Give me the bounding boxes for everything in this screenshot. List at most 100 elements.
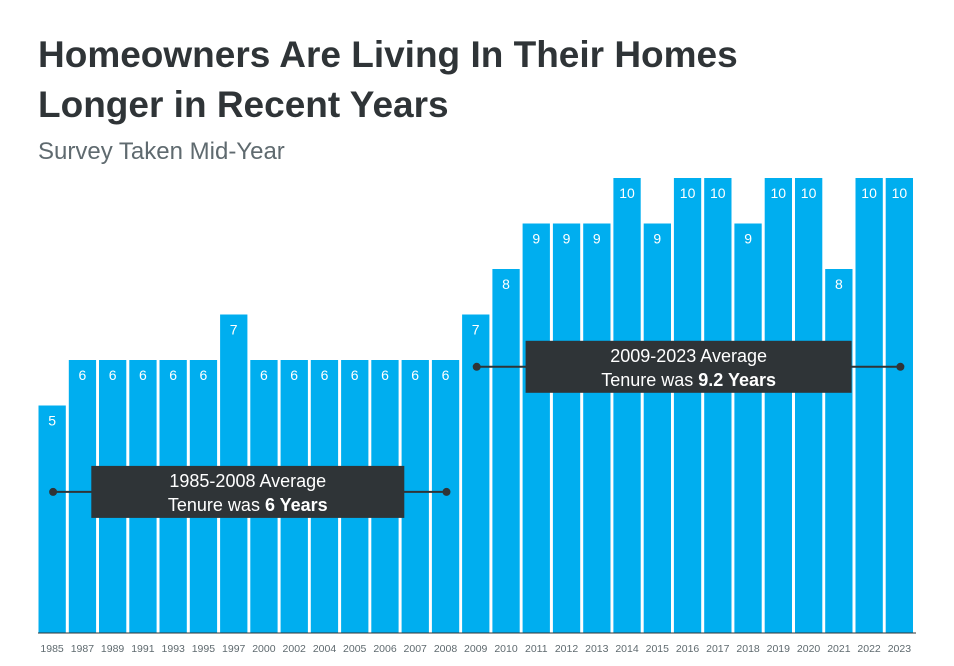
bar-value-label-1987: 6 — [79, 367, 87, 383]
x-tick-label-1993: 1993 — [162, 643, 186, 655]
average-annotation-line-1: 1985-2008 Average — [169, 471, 326, 491]
bar-value-label-1995: 6 — [200, 367, 208, 383]
bar-2018 — [734, 223, 762, 633]
bar-value-label-2010: 8 — [502, 276, 510, 292]
bar-value-label-2002: 6 — [290, 367, 298, 383]
bar-value-label-2009: 7 — [472, 322, 480, 338]
bar-value-label-2015: 9 — [653, 231, 661, 247]
x-tick-label-2012: 2012 — [555, 643, 579, 655]
x-tick-label-2011: 2011 — [525, 643, 548, 655]
x-tick-label-2009: 2009 — [464, 643, 488, 655]
average-annotation-line-2: Tenure was 6 Years — [168, 495, 328, 515]
bar-2019 — [764, 178, 792, 633]
x-tick-label-2021: 2021 — [827, 643, 851, 655]
bar-value-label-2000: 6 — [260, 367, 268, 383]
x-tick-label-2018: 2018 — [736, 643, 760, 655]
x-tick-label-1997: 1997 — [222, 643, 246, 655]
bar-2020 — [795, 178, 823, 633]
chart-subtitle: Survey Taken Mid-Year — [38, 138, 285, 165]
x-tick-label-2017: 2017 — [706, 643, 730, 655]
average-line-end-dot — [442, 487, 451, 496]
bar-value-label-2019: 10 — [771, 185, 787, 201]
x-tick-label-2006: 2006 — [373, 643, 397, 655]
average-annotation-box — [91, 465, 405, 518]
average-annotation-value: 6 Years — [265, 495, 328, 515]
x-tick-label-2019: 2019 — [767, 643, 791, 655]
bar-value-label-2006: 6 — [381, 367, 389, 383]
x-tick-label-1989: 1989 — [101, 643, 125, 655]
title-line-1: Homeowners Are Living In Their Homes — [38, 34, 738, 75]
title-line-2: Longer in Recent Years — [38, 84, 449, 125]
x-tick-label-2008: 2008 — [434, 643, 458, 655]
bar-value-label-2005: 6 — [351, 367, 359, 383]
x-tick-label-2016: 2016 — [676, 643, 700, 655]
x-tick-label-2010: 2010 — [494, 643, 518, 655]
bar-value-label-2012: 9 — [563, 231, 571, 247]
bar-labels-group: 5 6 6 6 6 6 7 6 6 6 6 6 6 6 7 8 9 9 9 10 9 10 10 9 10 10 8 10 10 — [48, 185, 907, 429]
bar-2012 — [552, 223, 581, 633]
x-tick-label-2002: 2002 — [283, 643, 307, 655]
bar-2007 — [401, 360, 429, 633]
bar-value-label-2021: 8 — [835, 276, 843, 292]
bar-2011 — [522, 223, 550, 633]
bar-2009 — [462, 314, 490, 633]
x-tick-label-1985: 1985 — [40, 643, 64, 655]
average-annotation-prefix: Tenure was — [168, 495, 265, 515]
bar-value-label-2018: 9 — [744, 231, 752, 247]
bar-2017 — [704, 178, 732, 633]
x-tick-label-1995: 1995 — [192, 643, 216, 655]
average-line-end-dot — [896, 362, 905, 371]
bar-value-label-1997: 7 — [230, 322, 238, 338]
x-tick-label-2015: 2015 — [646, 643, 670, 655]
average-annotation-value: 9.2 Years — [698, 370, 776, 390]
x-tick-label-2014: 2014 — [615, 643, 639, 655]
bar-2016 — [673, 178, 702, 633]
bar-value-label-1993: 6 — [169, 367, 177, 383]
bar-value-label-2022: 10 — [861, 185, 877, 201]
bar-2023 — [885, 178, 913, 633]
average-line-start-dot — [472, 362, 481, 371]
bar-2013 — [583, 223, 611, 633]
average-annotation-2: 2009-2023 Average Tenure was 9.2 Years — [472, 340, 905, 393]
bar-value-label-2020: 10 — [801, 185, 817, 201]
x-tick-label-1991: 1991 — [131, 643, 155, 655]
bar-2014 — [613, 178, 641, 633]
bar-value-label-2011: 9 — [532, 231, 540, 247]
x-tick-label-2005: 2005 — [343, 643, 367, 655]
bars-group — [38, 178, 913, 633]
bar-1985 — [38, 405, 66, 633]
x-tick-label-2013: 2013 — [585, 643, 609, 655]
bar-2015 — [643, 223, 671, 633]
bar-2010 — [492, 269, 520, 633]
bar-value-label-1991: 6 — [139, 367, 147, 383]
x-tick-label-2023: 2023 — [888, 643, 912, 655]
average-annotation-1: 1985-2008 Average Tenure was 6 Years — [49, 465, 451, 518]
bar-value-label-2016: 10 — [680, 185, 696, 201]
x-tick-label-1987: 1987 — [71, 643, 95, 655]
bar-value-label-1989: 6 — [109, 367, 117, 383]
bar-value-label-2004: 6 — [321, 367, 329, 383]
bar-2021 — [825, 269, 853, 633]
bar-2008 — [431, 360, 460, 633]
bar-2022 — [855, 178, 883, 633]
bar-value-label-1985: 5 — [48, 413, 56, 429]
x-tick-label-2004: 2004 — [313, 643, 337, 655]
x-tick-label-2007: 2007 — [404, 643, 428, 655]
average-annotation-line-2: Tenure was 9.2 Years — [601, 370, 776, 390]
bar-value-label-2014: 10 — [619, 185, 635, 201]
tick-labels-group: 1985 1987 1989 1991 1993 1995 1997 2000 2002 2004… — [40, 643, 911, 655]
average-annotation-prefix: Tenure was — [601, 370, 698, 390]
bar-value-label-2023: 10 — [892, 185, 908, 201]
x-tick-label-2020: 2020 — [797, 643, 821, 655]
bar-value-label-2007: 6 — [411, 367, 419, 383]
x-tick-label-2022: 2022 — [857, 643, 881, 655]
annotations-group: 1985-2008 Average Tenure was 6 Years 2009-… — [49, 340, 905, 518]
bar-value-label-2013: 9 — [593, 231, 601, 247]
bar-value-label-2008: 6 — [442, 367, 450, 383]
average-annotation-box — [525, 340, 852, 393]
average-line-start-dot — [49, 487, 58, 496]
chart-title: Homeowners Are Living In Their Homes Lon… — [38, 30, 738, 130]
x-tick-label-2000: 2000 — [252, 643, 276, 655]
bar-value-label-2017: 10 — [710, 185, 726, 201]
